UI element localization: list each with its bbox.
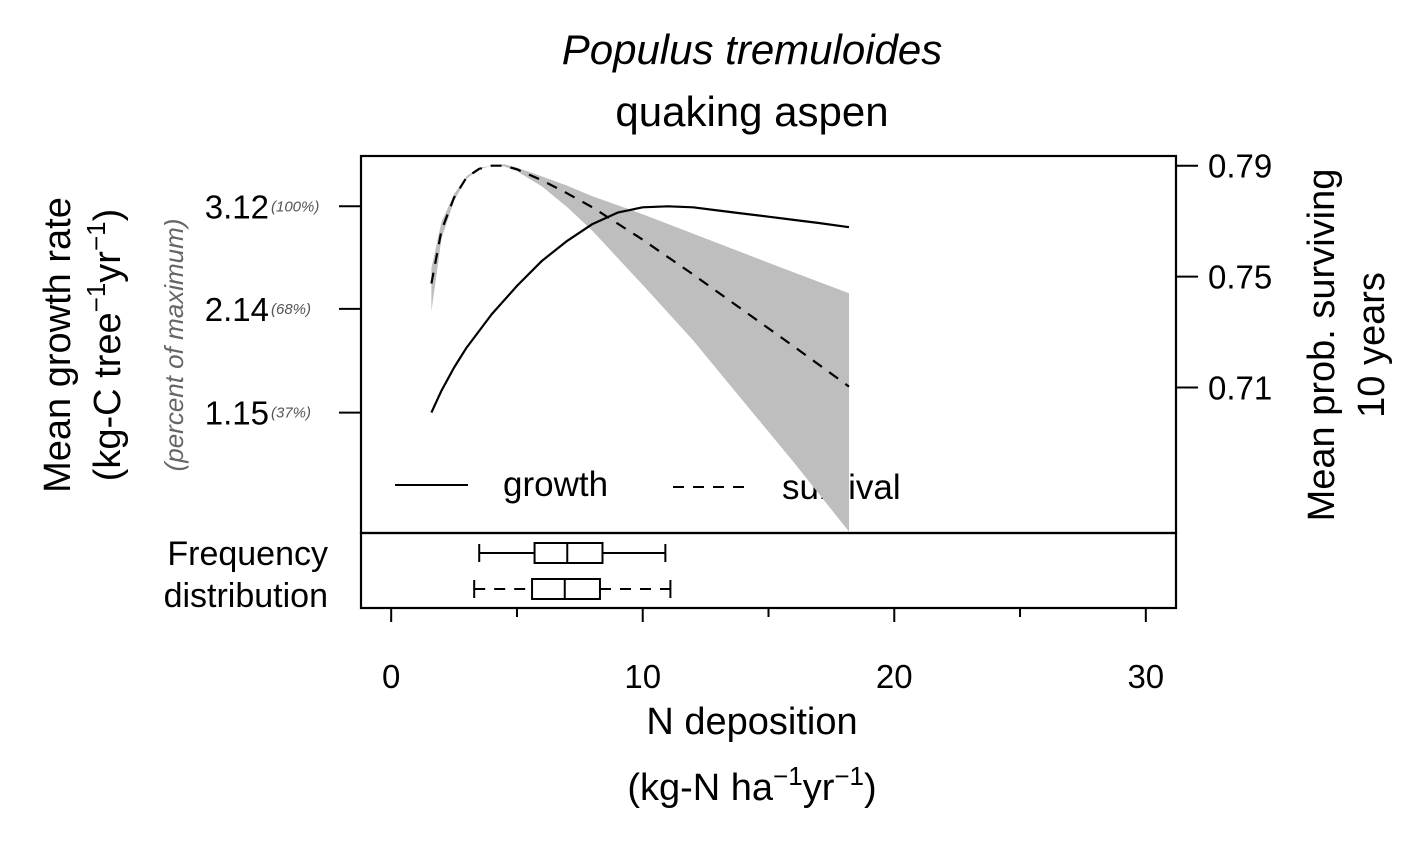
x-axis-label-line2: (kg-N ha−1yr−1) bbox=[627, 761, 876, 809]
x-tick-label-30: 30 bbox=[1127, 658, 1164, 695]
right-axis-label-line2: 10 years bbox=[1351, 272, 1393, 418]
percent-note: (percent of maximum) bbox=[159, 219, 189, 472]
x-axis-unit-a: (kg-N ha bbox=[627, 767, 774, 809]
series-1-ci-band bbox=[431, 164, 849, 532]
left-axis-exp-b: −1 bbox=[81, 221, 111, 251]
x-tick-label-10: 10 bbox=[624, 658, 661, 695]
x-axis-unit-c: ) bbox=[864, 767, 877, 809]
right-tick-label-0.71: 0.71 bbox=[1208, 369, 1272, 406]
distribution-label-line1: Frequency bbox=[167, 535, 328, 573]
distribution-label-line2: distribution bbox=[164, 577, 328, 615]
left-axis-unit-c: ) bbox=[87, 209, 129, 222]
left-axis-exp-a: −1 bbox=[81, 283, 111, 313]
left-tick-pct-2.14: (68%) bbox=[271, 301, 311, 318]
left-tick-pct-1.15: (37%) bbox=[271, 405, 311, 422]
chart-title: Populus tremuloides bbox=[562, 26, 943, 73]
x-axis-exp-a: −1 bbox=[773, 761, 803, 791]
right-axis-label: Mean prob. surviving 10 years bbox=[1301, 169, 1393, 522]
right-axis-label-line1: Mean prob. surviving bbox=[1301, 169, 1343, 522]
chart-subtitle: quaking aspen bbox=[615, 88, 888, 135]
left-axis-label-line2: (kg-C tree−1yr−1) bbox=[81, 209, 129, 482]
x-axis-label-line1: N deposition bbox=[646, 701, 857, 743]
legend-growth-label: growth bbox=[503, 465, 608, 504]
x-axis-unit-b: yr bbox=[803, 767, 835, 809]
series-line-survival bbox=[430, 164, 850, 388]
distribution-frame bbox=[359, 531, 1178, 610]
x-tick-label-20: 20 bbox=[876, 658, 913, 695]
left-axis-unit-a: (kg-C tree bbox=[87, 312, 129, 481]
box-0-iqr bbox=[533, 542, 604, 564]
x-tick-label-0: 0 bbox=[382, 658, 400, 695]
left-tick-label-1.15: 1.15 bbox=[205, 395, 269, 432]
percent-note-text: (percent of maximum) bbox=[159, 219, 189, 472]
axes-layer: 0 10 20 30 1.15 (37%) 2.14 (68%) 3.12 (100%) 0.71 0… bbox=[205, 148, 1272, 695]
left-tick-label-3.12: 3.12 bbox=[205, 188, 269, 225]
x-axis-exp-b: −1 bbox=[834, 761, 864, 791]
distribution-boxplots bbox=[473, 542, 672, 600]
series-layer bbox=[430, 164, 850, 414]
left-axis-unit-b: yr bbox=[87, 251, 129, 283]
left-axis-label: Mean growth rate (kg-C tree−1yr−1) bbox=[37, 197, 129, 493]
left-axis-label-line1: Mean growth rate bbox=[37, 197, 79, 493]
left-tick-pct-3.12: (100%) bbox=[271, 198, 319, 215]
right-tick-label-0.75: 0.75 bbox=[1208, 259, 1272, 296]
series-line-growth bbox=[430, 205, 850, 414]
survival-ci-layer bbox=[431, 164, 849, 532]
box-1-iqr bbox=[531, 578, 601, 600]
left-tick-label-2.14: 2.14 bbox=[205, 291, 269, 328]
right-tick-label-0.79: 0.79 bbox=[1208, 148, 1272, 185]
